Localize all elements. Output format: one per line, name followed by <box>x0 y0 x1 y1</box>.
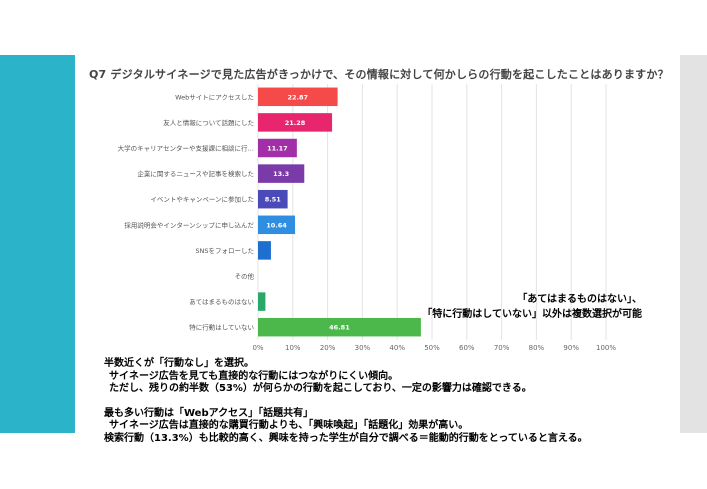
summary-line: サイネージ広告は直接的な購買行動よりも、「興味喚起」「話題化」効果が高い。 <box>109 420 469 431</box>
summary-line: 検索行動（13.3%）も比較的高く、興味を持った学生が自分で調べる＝能動的行動を… <box>104 432 588 444</box>
value-label: 8.51 <box>265 196 282 204</box>
category-label: 特に行動はしていない <box>189 323 254 332</box>
summary-line: 半数近くが「行動なし」を選択。 <box>104 358 254 369</box>
x-tick-label: 90% <box>563 344 579 352</box>
bar <box>258 113 333 132</box>
category-label: 企業に関するニュースや記事を検索した <box>137 169 254 178</box>
selection-note-line-1: 「あてはまるものはない」、 <box>517 294 642 305</box>
selection-note: 「あてはまるものはない」、 「特に行動はしていない」以外は複数選択が可能 <box>422 292 642 322</box>
category-label: SNSをフォローした <box>195 247 254 255</box>
left-accent-band <box>0 55 75 433</box>
summary-line: サイネージ広告を見ても直接的な行動にはつながりにくい傾向。 <box>109 370 399 382</box>
value-label: 21.28 <box>285 119 306 127</box>
bar <box>258 138 297 158</box>
value-label: 10.64 <box>266 221 287 229</box>
value-label: 46.81 <box>329 324 350 332</box>
value-label: 13.3 <box>273 170 289 178</box>
x-tick-label: 20% <box>320 344 336 352</box>
x-tick-label: 100% <box>596 344 616 352</box>
bar <box>258 87 338 107</box>
right-gray-band <box>680 55 707 433</box>
summary-text: 半数近くが「行動なし」を選択。 サイネージ広告を見ても直接的な行動にはつながりに… <box>104 358 588 445</box>
category-label: 大学のキャリアセンターや支援課に相談に行… <box>118 144 254 153</box>
value-label: 11.17 <box>267 145 288 153</box>
category-label: Webサイトにアクセスした <box>175 93 254 101</box>
x-tick-label: 50% <box>424 344 440 352</box>
bar <box>258 317 421 337</box>
category-label: イベントやキャンペーンに参加した <box>150 195 254 204</box>
x-tick-label: 0% <box>252 344 263 352</box>
bar <box>258 164 305 183</box>
x-tick-label: 40% <box>389 344 405 352</box>
x-tick-label: 30% <box>355 344 371 352</box>
value-label: 22.87 <box>288 93 309 101</box>
bar <box>258 189 288 209</box>
summary-line: ただし、残りの約半数（53%）が何らかの行動を起こしており、一定の影響力は確認で… <box>109 383 532 394</box>
category-label: その他 <box>235 272 255 281</box>
bar <box>258 215 296 235</box>
selection-note-line-2: 「特に行動はしていない」以外は複数選択が可能 <box>422 309 642 320</box>
x-tick-label: 10% <box>285 344 301 352</box>
bar <box>258 292 266 311</box>
category-label: 友人と情報について話題にした <box>163 118 254 127</box>
x-tick-label: 70% <box>494 344 510 352</box>
category-label: あてはまるものはない <box>189 298 254 306</box>
category-label: 採用説明会やインターンシップに申し込んだ <box>124 220 254 229</box>
summary-line: 最も多い行動は「Webアクセス」「話題共有」 <box>104 407 314 419</box>
bar <box>258 241 271 260</box>
x-tick-label: 80% <box>529 344 545 352</box>
chart-title: Q7 デジタルサイネージで見た広告がきっかけで、その情報に対して何かしらの行動を… <box>89 68 669 81</box>
x-tick-label: 60% <box>459 344 475 352</box>
